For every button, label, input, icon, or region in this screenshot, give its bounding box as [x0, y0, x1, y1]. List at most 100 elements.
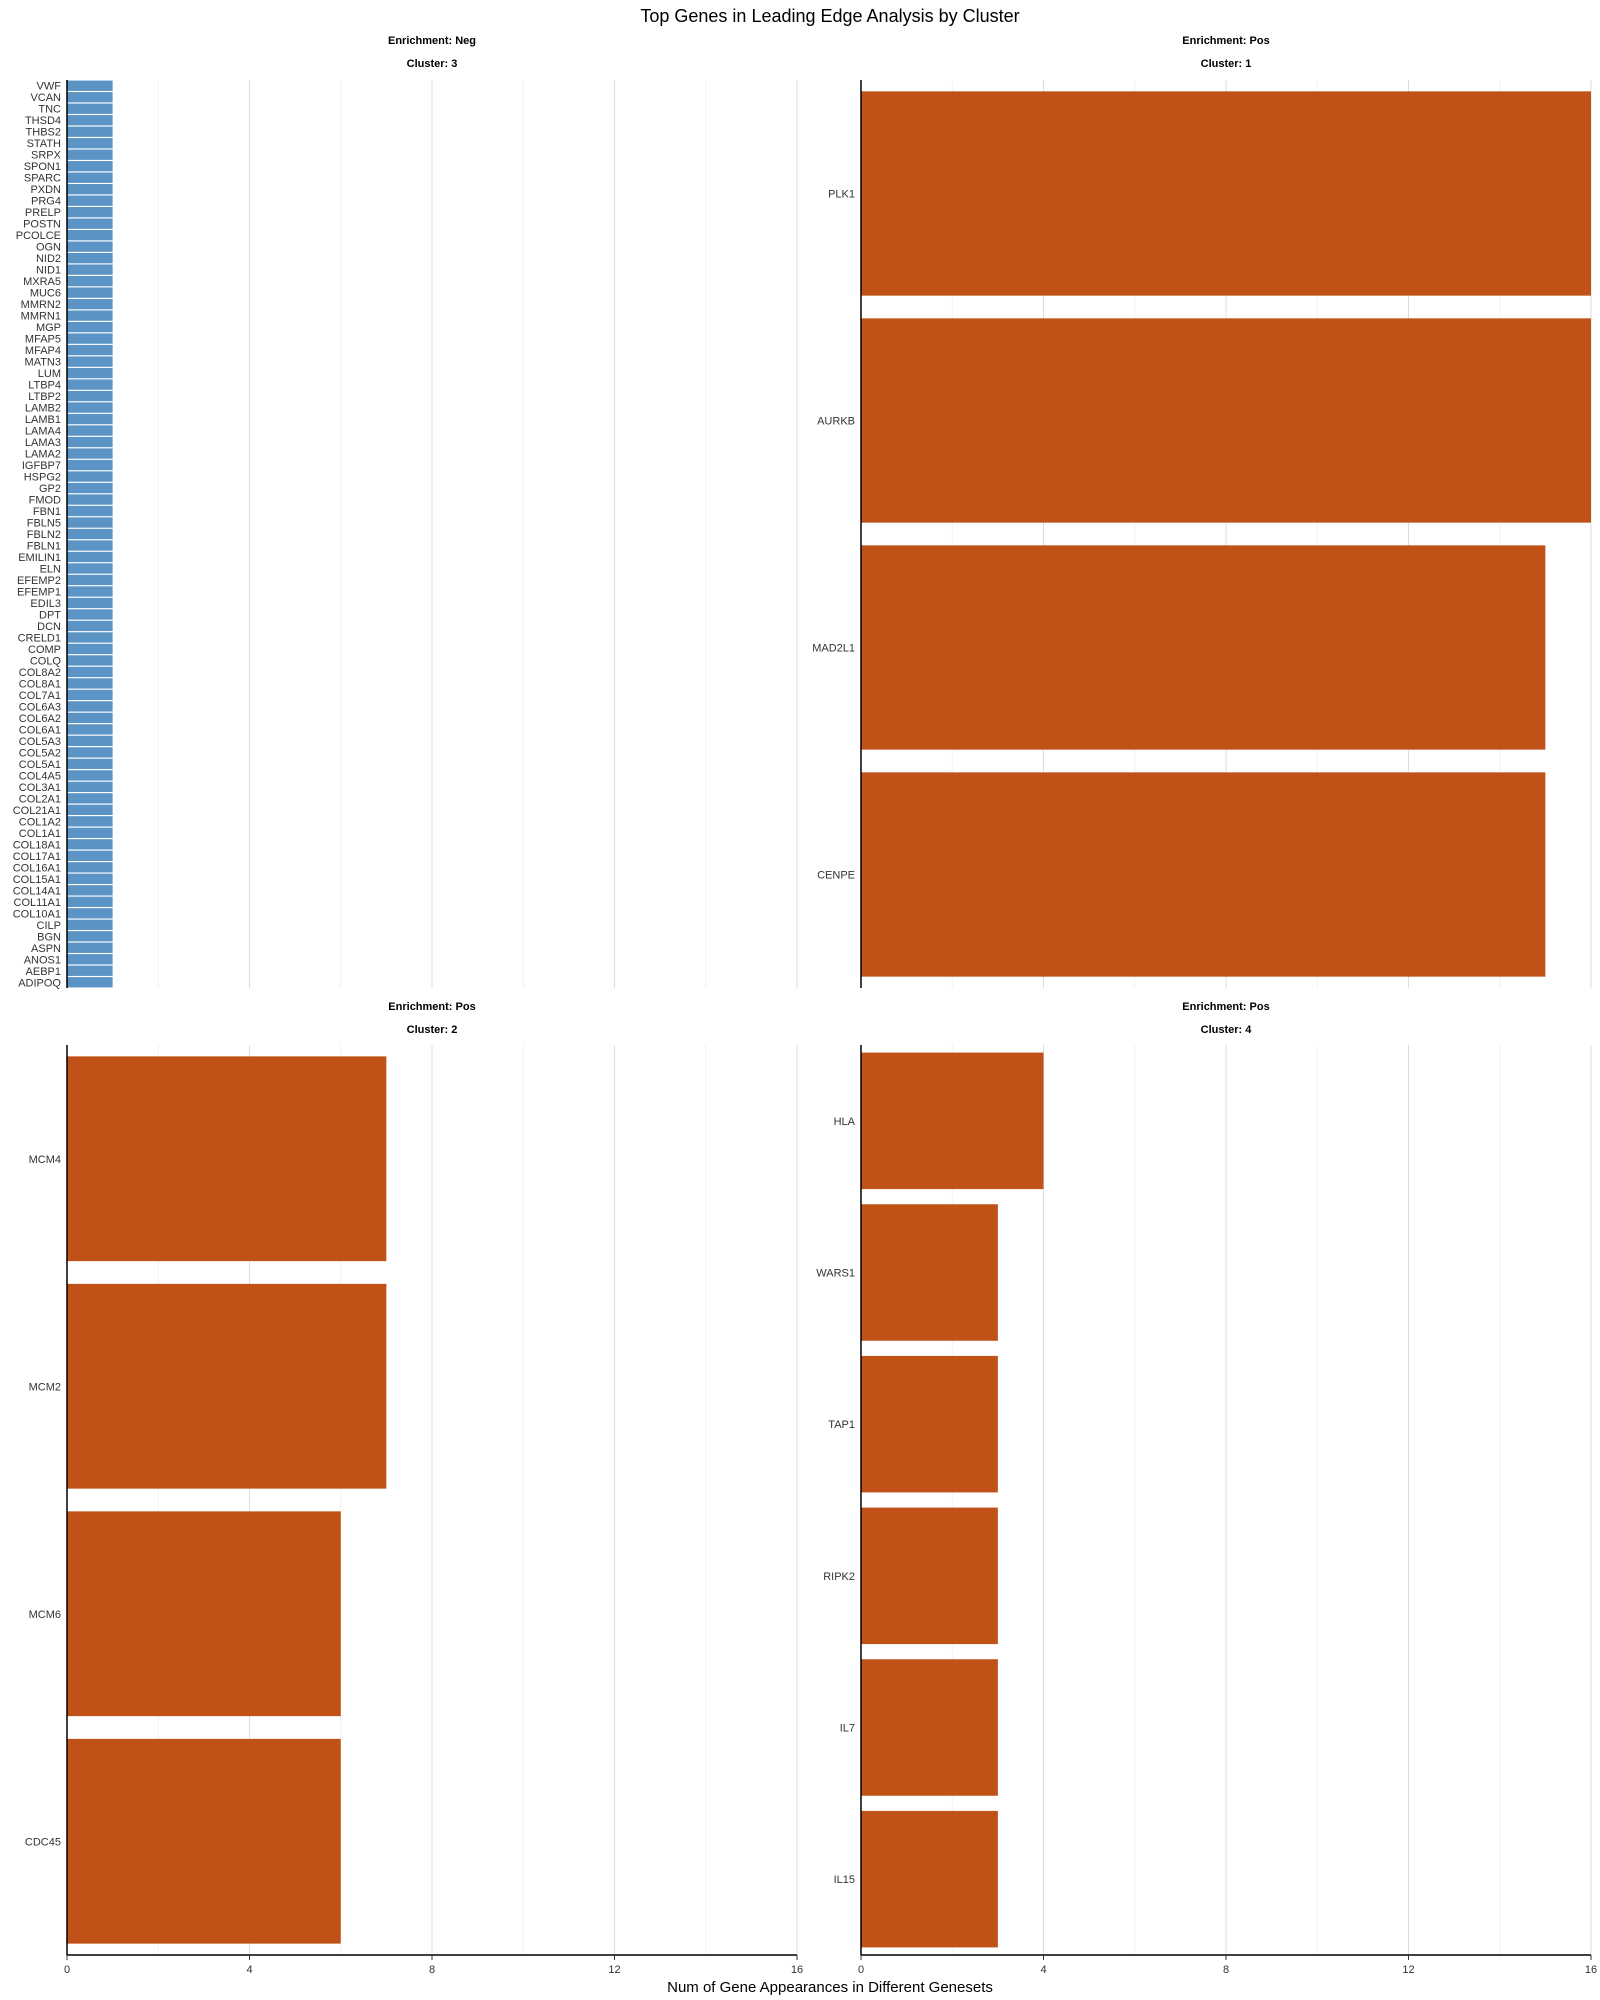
panel-cluster-label: Cluster: 3	[407, 58, 458, 70]
bar	[67, 367, 113, 379]
y-tick-label: ASPN	[31, 943, 61, 955]
y-tick-label: STATH	[27, 138, 61, 150]
panel-enrichment-label: Enrichment: Pos	[1182, 1001, 1269, 1013]
x-tick-label: 16	[791, 1964, 803, 1976]
y-tick-label: DCN	[37, 621, 61, 633]
y-tick-label: SPARC	[24, 173, 61, 185]
y-tick-label: COL15A1	[13, 874, 61, 886]
y-tick-label: IGFBP7	[22, 460, 61, 472]
bar	[67, 643, 113, 655]
bar	[67, 816, 113, 827]
bar	[67, 758, 113, 770]
y-tick-label: FBLN5	[27, 518, 61, 530]
y-tick-label: HSPG2	[24, 472, 61, 484]
y-tick-label: NID1	[36, 265, 61, 277]
panel-1: Enrichment: Neg Cluster: 3 VWFVCANTNCTHSD4…	[13, 35, 798, 989]
bar	[861, 1052, 1044, 1190]
bar	[67, 379, 113, 390]
y-tick-label: MFAP5	[25, 334, 61, 346]
bar	[67, 333, 113, 344]
y-tick-label: COL3A1	[19, 782, 61, 794]
y-tick-label: MCM2	[29, 1381, 61, 1393]
panel-3: Enrichment: Pos Cluster: 2 MCM4 MCM2 MCM6 CDC…	[25, 1001, 803, 1976]
bar	[67, 115, 113, 126]
x-tick-label: 0	[858, 1964, 864, 1976]
bar	[861, 91, 1591, 296]
y-tick-label: VCAN	[30, 92, 61, 104]
y-tick-label: CDC45	[25, 1836, 61, 1848]
y-tick-label: COL14A1	[13, 885, 61, 897]
bar	[67, 356, 113, 367]
bar	[67, 80, 113, 91]
bar	[67, 138, 113, 149]
bar	[67, 701, 113, 712]
y-tick-label: COL5A2	[19, 747, 61, 759]
y-tick-label: EMILIN1	[18, 552, 61, 564]
x-tick-label: 4	[1040, 1964, 1046, 1976]
x-tick-label: 8	[1223, 1964, 1229, 1976]
y-tick-label: COL5A1	[19, 759, 61, 771]
x-axis-label: Num of Gene Appearances in Different Gen…	[667, 1979, 993, 1996]
y-tick-label: TNC	[38, 104, 61, 116]
bar	[67, 689, 113, 701]
bar	[67, 184, 113, 195]
bar	[67, 195, 113, 206]
bar	[67, 448, 113, 459]
bar	[67, 287, 113, 298]
y-tick-label: PRELP	[25, 207, 61, 219]
bar	[67, 172, 113, 183]
y-tick-label: THBS2	[26, 127, 61, 139]
bar	[67, 402, 113, 413]
y-tick-label: COL2A1	[19, 793, 61, 805]
bar	[67, 804, 113, 816]
y-tick-label: RIPK2	[823, 1571, 855, 1583]
panel-enrichment-label: Enrichment: Pos	[388, 1001, 475, 1013]
y-tick-label: PRG4	[31, 196, 61, 208]
y-tick-label: EFEMP2	[17, 575, 61, 587]
bar	[67, 655, 113, 666]
bar	[67, 942, 113, 953]
bar	[67, 103, 113, 114]
y-tick-label: LAMB2	[25, 403, 61, 415]
y-tick-label: FBLN1	[27, 540, 61, 552]
panel-2: Enrichment: Pos Cluster: 1 PLK1 AURKB MAD2L1…	[812, 35, 1592, 988]
x-tick-label: 8	[429, 1964, 435, 1976]
bar	[67, 149, 113, 160]
bar	[67, 310, 113, 321]
bar	[67, 586, 113, 597]
bar	[67, 609, 113, 620]
bar	[67, 517, 113, 528]
bar	[67, 977, 113, 988]
bar	[67, 321, 113, 333]
y-tick-label: COL1A1	[19, 828, 61, 840]
bar	[67, 919, 113, 930]
bar	[67, 390, 113, 402]
bar	[67, 298, 113, 310]
y-tick-label: BGN	[37, 931, 61, 943]
bar	[861, 1507, 998, 1645]
y-tick-label: COL18A1	[13, 839, 61, 851]
x-tick-label: 4	[246, 1964, 252, 1976]
panel-cluster-label: Cluster: 2	[407, 1024, 458, 1036]
bar	[67, 241, 113, 252]
y-tick-label: COL4A5	[19, 770, 61, 782]
y-tick-label: SRPX	[31, 150, 62, 162]
panel-cluster-label: Cluster: 4	[1201, 1024, 1253, 1036]
bar	[67, 1056, 387, 1262]
bar	[67, 413, 113, 425]
bar	[67, 252, 113, 264]
bar	[67, 1511, 341, 1717]
bar	[67, 666, 113, 678]
y-tick-label: POSTN	[23, 219, 61, 231]
y-tick-label: COL5A3	[19, 736, 61, 748]
y-tick-label: COLQ	[30, 655, 62, 667]
panel-4: Enrichment: Pos Cluster: 4 HLA WARS1 TAP1 RIP…	[816, 1001, 1597, 1976]
y-tick-label: MFAP4	[25, 345, 61, 357]
bar	[67, 574, 113, 586]
bar	[67, 471, 113, 482]
bar	[67, 528, 113, 540]
bar	[67, 965, 113, 976]
y-tick-label: MMRN1	[21, 311, 61, 323]
bar	[67, 873, 113, 884]
